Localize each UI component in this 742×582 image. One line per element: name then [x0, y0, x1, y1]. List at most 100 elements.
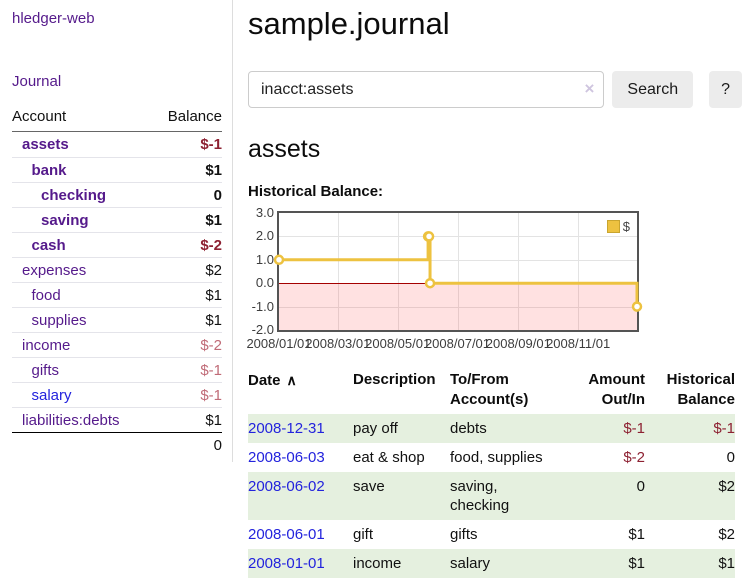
accounts-panel: Account Balance assets $-1 bank $1 checking 0… [12, 106, 222, 458]
x-axis-tick-label: 2008/05/01 [365, 336, 431, 351]
data-point-marker [424, 277, 436, 289]
account-link[interactable]: assets [22, 136, 69, 153]
accounts-header: Account Balance [12, 106, 222, 132]
search-button[interactable]: Search [612, 71, 694, 108]
column-header-description: Description [353, 368, 450, 414]
data-point-marker [423, 231, 435, 242]
account-link[interactable]: income [22, 336, 71, 354]
sidebar: hledger-web Journal Account Balance asse… [0, 0, 233, 462]
y-axis-tick-label: 0.0 [255, 275, 274, 291]
account-row: expenses $2 [12, 257, 222, 282]
v-gridline [578, 213, 580, 330]
column-header-historical-balance: Historical Balance [645, 368, 735, 414]
chart-title: Historical Balance: [248, 183, 384, 200]
register-row: 2008-06-03 eat & shop food, supplies $-2 0 [248, 443, 735, 472]
account-link[interactable]: food [31, 286, 61, 304]
chart-plot-area: $ [273, 211, 643, 332]
x-axis-tick-label: 2008/11/01 [546, 336, 611, 351]
account-link[interactable]: expenses [22, 261, 87, 279]
account-balance: $1 [205, 211, 222, 229]
accounts-header-balance: Balance [167, 108, 222, 125]
register-row: 2008-12-31 pay off debts $-1 $-1 [248, 414, 735, 443]
account-row: cash $-2 [12, 232, 222, 257]
transaction-amount: $1 [628, 526, 645, 543]
transaction-accounts: food, supplies [450, 449, 543, 466]
transaction-accounts: salary [450, 555, 491, 572]
y-axis-tick-label: 1.0 [255, 251, 274, 267]
account-link[interactable]: supplies [31, 311, 87, 329]
x-axis-tick-label: 2008/03/01 [305, 336, 371, 351]
register-row: 2008-06-02 save saving, checking 0 $2 [248, 472, 735, 520]
y-axis-tick-label: 2.0 [255, 228, 274, 244]
column-header-label: To/From Account(s) [450, 371, 529, 408]
account-row: bank $1 [12, 157, 222, 182]
account-row: gifts $-1 [12, 357, 222, 382]
running-balance: $2 [718, 526, 735, 543]
transaction-accounts: saving, checking [450, 478, 510, 514]
account-row: supplies $1 [12, 307, 222, 332]
transaction-amount: $-1 [623, 420, 645, 437]
account-balance: $1 [205, 286, 222, 304]
help-button[interactable]: ? [709, 71, 742, 108]
account-link[interactable]: bank [31, 161, 67, 179]
account-balance: 0 [213, 186, 222, 204]
running-balance: $2 [718, 478, 735, 495]
y-axis-tick-label: -1.0 [251, 298, 274, 314]
account-link[interactable]: salary [31, 386, 72, 404]
account-balance: $-2 [200, 336, 222, 354]
account-link[interactable]: gifts [31, 361, 60, 379]
data-point-marker [273, 254, 285, 266]
column-header-label: Description [353, 371, 436, 388]
x-axis-tick-label: 2008/01/01 [246, 336, 312, 351]
transaction-date-link[interactable]: 2008-06-02 [248, 478, 325, 495]
x-axis-tick-label: 2008/09/01 [485, 336, 551, 351]
account-balance: $1 [205, 311, 222, 329]
running-balance: 0 [726, 449, 735, 466]
account-link[interactable]: checking [41, 186, 107, 204]
data-point-marker [631, 301, 643, 312]
transaction-amount: $1 [628, 555, 645, 572]
account-row: salary $-1 [12, 382, 222, 407]
register-table: Date ∧ Description To/From Account(s) Amount… [248, 368, 735, 578]
column-header-date[interactable]: Date ∧ [248, 368, 353, 414]
account-heading: assets [248, 135, 321, 163]
page-title: sample.journal [248, 6, 450, 41]
column-header-label: Date [248, 372, 281, 389]
app-title-link[interactable]: hledger-web [12, 10, 95, 27]
clear-search-icon[interactable]: × [584, 79, 595, 98]
account-link[interactable]: cash [31, 236, 66, 254]
y-axis-tick-label: -2.0 [251, 322, 274, 337]
account-balance: $1 [205, 161, 222, 179]
accounts-header-account: Account [12, 108, 67, 125]
series-line [273, 231, 643, 312]
account-balance: $-1 [200, 386, 222, 404]
transaction-date-link[interactable]: 2008-06-03 [248, 449, 325, 466]
account-link[interactable]: liabilities:debts [22, 411, 120, 429]
account-row: food $1 [12, 282, 222, 307]
sidebar-item-journal[interactable]: Journal [12, 73, 62, 90]
column-header-label: Amount Out/In [588, 371, 645, 408]
sort-ascending-icon: ∧ [286, 372, 297, 388]
transaction-description: gift [353, 526, 374, 543]
negative-region [279, 283, 637, 330]
account-link[interactable]: saving [41, 211, 89, 229]
search-input[interactable] [248, 71, 605, 108]
transaction-date-link[interactable]: 2008-12-31 [248, 420, 325, 437]
account-balance: $-1 [200, 136, 222, 153]
transaction-accounts: gifts [450, 526, 478, 543]
transaction-description: pay off [353, 420, 398, 437]
transaction-description: income [353, 555, 402, 572]
legend-swatch [606, 220, 620, 233]
account-row: liabilities:debts $1 [12, 407, 222, 432]
v-gridline [397, 213, 399, 330]
search-input-wrap: × [248, 71, 605, 108]
transaction-date-link[interactable]: 2008-06-01 [248, 526, 325, 543]
transaction-date-link[interactable]: 2008-01-01 [248, 555, 325, 572]
transaction-accounts: debts [450, 420, 487, 437]
account-balance: $2 [205, 261, 222, 279]
y-axis-tick-label: 3.0 [255, 205, 274, 220]
v-gridline [457, 213, 459, 330]
chart-legend: $ [604, 218, 632, 235]
column-header-to-from-account-s-: To/From Account(s) [450, 368, 560, 414]
v-gridline [518, 213, 520, 330]
